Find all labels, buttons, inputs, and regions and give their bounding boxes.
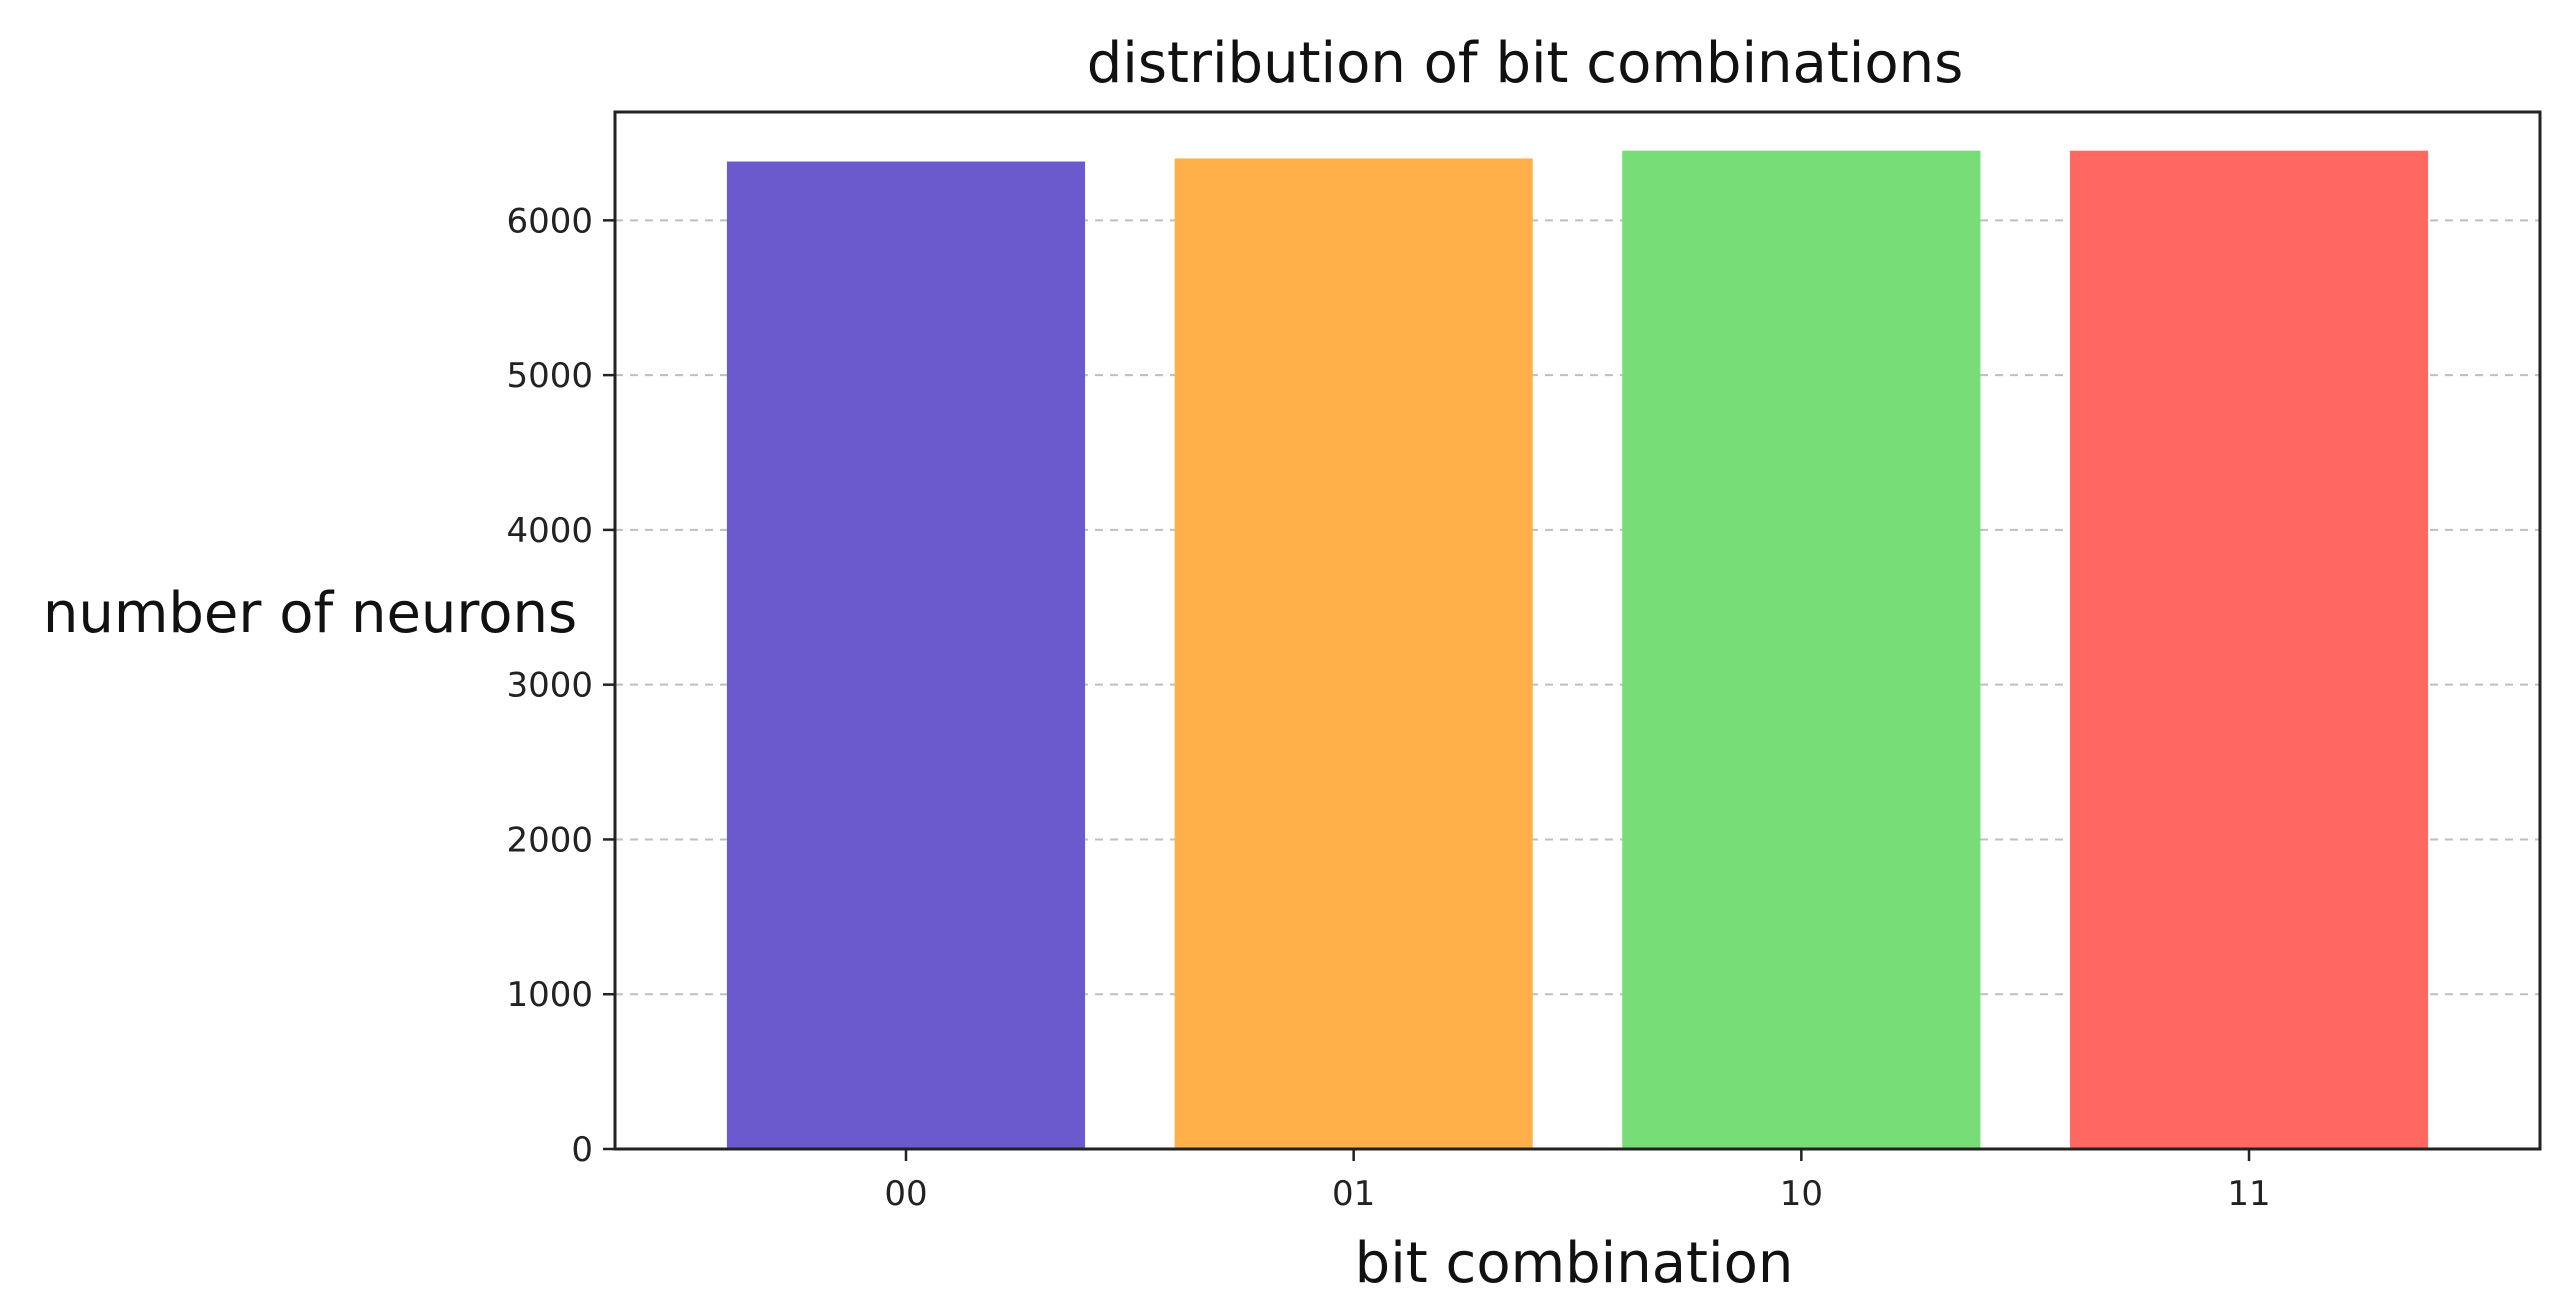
y-tick-label-4000: 4000 (506, 511, 593, 551)
x-axis-label: bit combination (1355, 1231, 1794, 1296)
bar-10 (1622, 150, 1981, 1149)
x-tick-label-01: 01 (1332, 1174, 1375, 1214)
y-axis-label: number of neurons (43, 581, 577, 646)
y-tick-label-1000: 1000 (506, 975, 593, 1015)
y-axis-ticks: 0 1000 2000 3000 4000 5000 6000 (506, 201, 615, 1170)
y-tick-label-6000: 6000 (506, 201, 593, 241)
y-tick-label-3000: 3000 (506, 666, 593, 706)
x-axis-ticks: 00 01 10 11 (884, 1149, 2271, 1214)
y-tick-label-2000: 2000 (506, 820, 593, 860)
bar-11 (2069, 150, 2429, 1149)
bars (726, 150, 2429, 1150)
bar-00 (726, 161, 1086, 1150)
chart-title: distribution of bit combinations (1087, 31, 1964, 96)
y-tick-label-5000: 5000 (506, 356, 593, 396)
y-tick-label-0: 0 (571, 1130, 593, 1170)
bar-01 (1174, 158, 1533, 1149)
x-tick-label-10: 10 (1780, 1174, 1823, 1214)
x-tick-label-00: 00 (884, 1174, 927, 1214)
x-tick-label-11: 11 (2227, 1174, 2270, 1214)
plot-area-frame (613, 110, 2542, 1151)
